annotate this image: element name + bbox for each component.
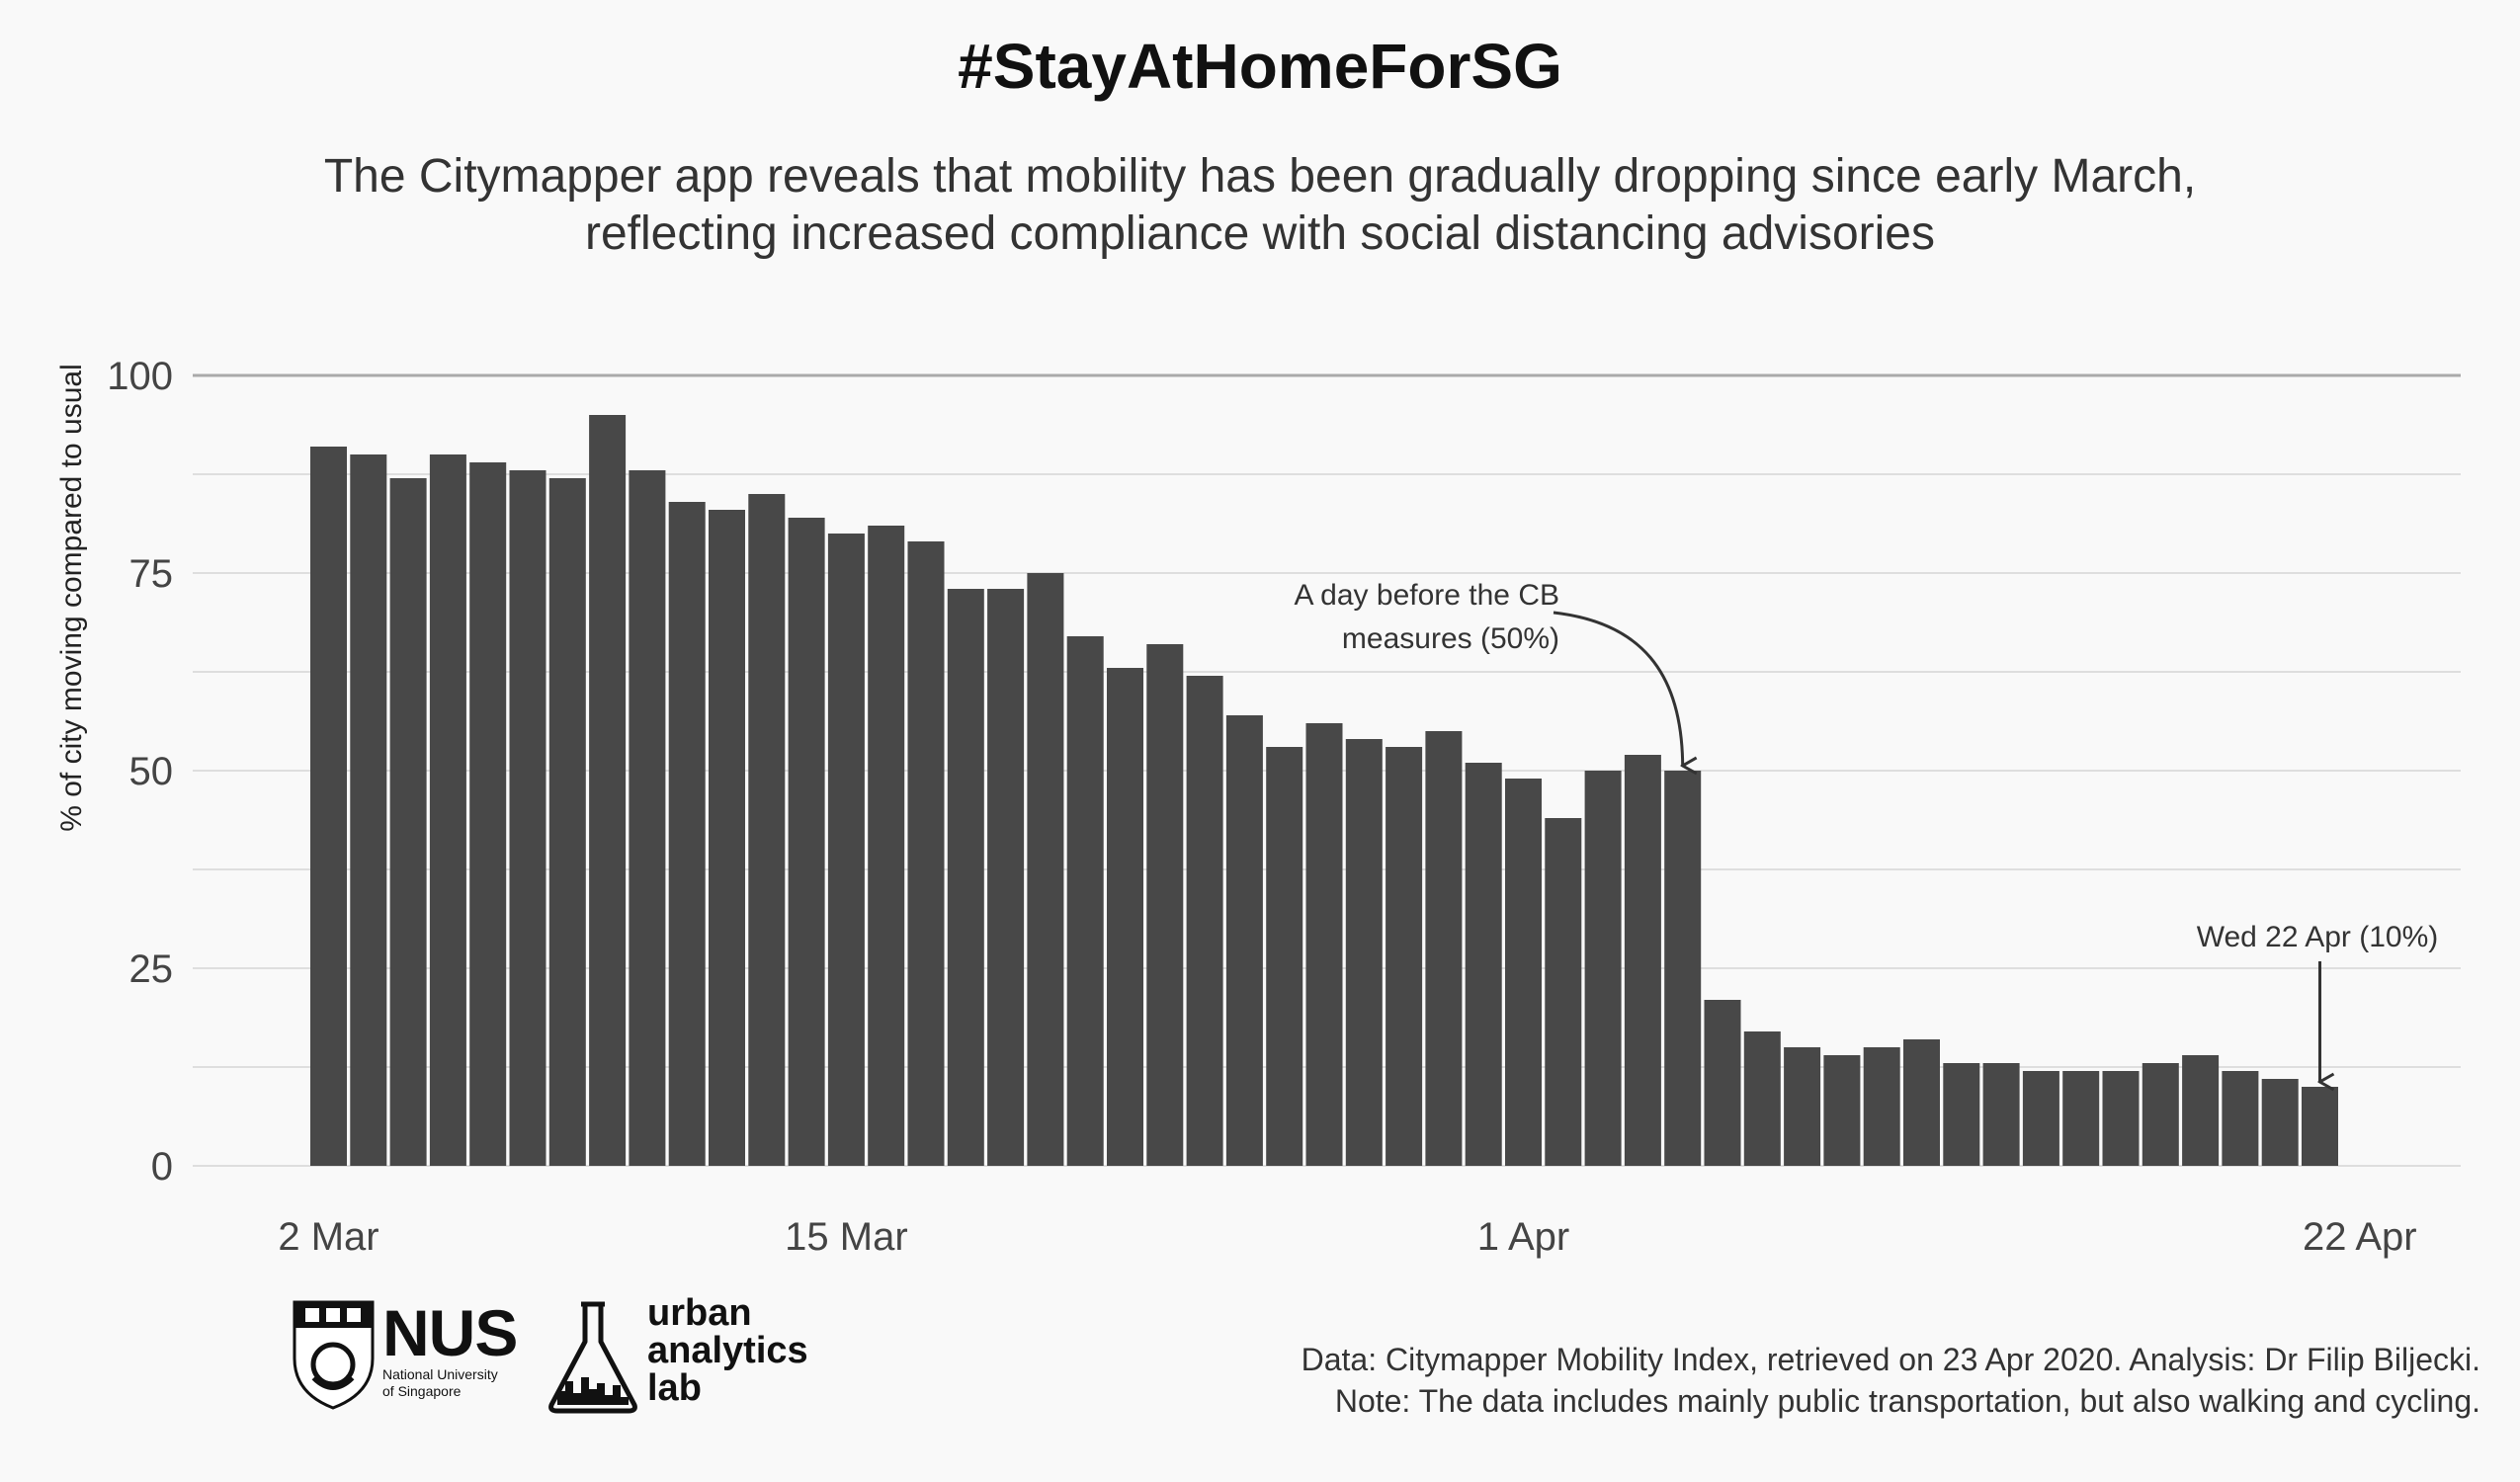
annotations: A day before the CB measures (50%) Wed 22 … <box>1294 579 2438 1082</box>
bar <box>2222 1071 2259 1166</box>
bar <box>509 470 546 1166</box>
data-caption: Data: Citymapper Mobility Index, retriev… <box>1302 1339 2480 1422</box>
bar <box>1903 1039 1940 1166</box>
bar <box>1345 739 1383 1166</box>
bar <box>2302 1087 2338 1166</box>
nus-full-name-line-1: National University <box>382 1366 498 1382</box>
bar <box>1186 676 1223 1166</box>
bar <box>548 478 586 1166</box>
flask-icon <box>548 1301 637 1414</box>
bar <box>1982 1063 2020 1166</box>
bar <box>2102 1071 2140 1166</box>
chart-title: #StayAtHomeForSG <box>958 31 1562 102</box>
annotation-cb-measures: A day before the CB measures (50%) <box>1294 579 1682 766</box>
bar <box>1545 818 1582 1166</box>
bar <box>1823 1055 1861 1166</box>
annotation-22-apr: Wed 22 Apr (10%) <box>2197 921 2439 1082</box>
bar <box>2142 1063 2179 1166</box>
x-tick-label: 22 Apr <box>2303 1215 2417 1259</box>
bar <box>1425 731 1463 1166</box>
chart-subtitle: The Citymapper app reveals that mobility… <box>0 148 2520 263</box>
bar <box>429 454 466 1166</box>
nus-full-name-line-2: of Singapore <box>382 1383 462 1399</box>
bar <box>1943 1063 1980 1166</box>
y-axis-label: % of city moving compared to usual <box>55 364 88 832</box>
bar <box>1584 771 1622 1166</box>
nus-logo: NUS National University of Singapore <box>292 1296 529 1413</box>
bar <box>709 510 745 1166</box>
caption-line-2: Note: The data includes mainly public tr… <box>1334 1383 2480 1419</box>
bar <box>2261 1079 2299 1166</box>
bar <box>1624 755 1661 1166</box>
bar <box>1704 1000 1741 1166</box>
y-tick-label: 100 <box>107 355 173 398</box>
annotation-text: A day before the CB <box>1294 579 1559 612</box>
bar <box>310 447 347 1166</box>
x-tick-label: 1 Apr <box>1477 1215 1569 1259</box>
y-tick-label: 75 <box>129 552 174 596</box>
caption-line-1: Data: Citymapper Mobility Index, retriev… <box>1301 1342 2480 1377</box>
bar <box>629 470 666 1166</box>
annotation-text: measures (50%) <box>1342 622 1559 655</box>
urban-analytics-lab-wordmark: urban analytics lab <box>647 1294 808 1407</box>
bars <box>310 415 2338 1166</box>
bar <box>1743 1031 1781 1166</box>
nus-full-name: National University of Singapore <box>382 1366 498 1400</box>
annotation-arrow <box>1553 611 1683 766</box>
subtitle-line-1: The Citymapper app reveals that mobility… <box>323 150 2197 203</box>
bar <box>389 478 427 1166</box>
x-tick-label: 2 Mar <box>278 1215 378 1259</box>
bar <box>668 502 706 1166</box>
bar <box>1863 1047 1900 1166</box>
y-tick-label: 0 <box>151 1145 173 1189</box>
bar <box>1465 763 1502 1166</box>
bar <box>827 534 865 1166</box>
ual-line-2: analytics <box>647 1330 808 1371</box>
bar <box>1784 1047 1821 1166</box>
bar <box>748 494 786 1166</box>
bar <box>1225 715 1263 1166</box>
bar <box>1146 644 1184 1166</box>
y-tick-label: 50 <box>129 750 174 793</box>
bar <box>1066 636 1104 1166</box>
bar <box>589 415 627 1166</box>
nus-crest-icon <box>293 1300 375 1410</box>
ual-line-3: lab <box>647 1367 702 1409</box>
subtitle-line-2: reflecting increased compliance with soc… <box>584 207 1935 260</box>
annotation-text: Wed 22 Apr (10%) <box>2197 921 2439 953</box>
bar-chart: 0 25 50 75 100 2 Mar 15 Mar 1 Apr 22 Apr A day … <box>55 355 2461 1259</box>
bar <box>350 454 387 1166</box>
bar <box>469 462 507 1166</box>
bar <box>2182 1055 2220 1166</box>
bar <box>1305 723 1343 1166</box>
bar <box>1027 573 1064 1166</box>
bar <box>1107 668 1143 1166</box>
ual-line-1: urban <box>647 1292 752 1334</box>
x-axis-ticks: 2 Mar 15 Mar 1 Apr 22 Apr <box>278 1215 2416 1259</box>
y-axis-ticks: 0 25 50 75 100 <box>107 355 173 1189</box>
bar <box>907 541 945 1166</box>
bar <box>2022 1071 2059 1166</box>
urban-analytics-lab-logo: urban analytics lab <box>544 1294 830 1418</box>
nus-wordmark: NUS <box>382 1296 518 1369</box>
bar <box>1505 779 1542 1166</box>
bar <box>947 589 984 1166</box>
bar <box>1266 747 1303 1166</box>
bar <box>788 518 825 1166</box>
bar <box>868 526 905 1166</box>
bar <box>2062 1071 2100 1166</box>
bar <box>1386 747 1423 1166</box>
x-tick-label: 15 Mar <box>785 1215 908 1259</box>
bar <box>1664 771 1702 1166</box>
y-tick-label: 25 <box>129 947 174 991</box>
bar <box>987 589 1025 1166</box>
